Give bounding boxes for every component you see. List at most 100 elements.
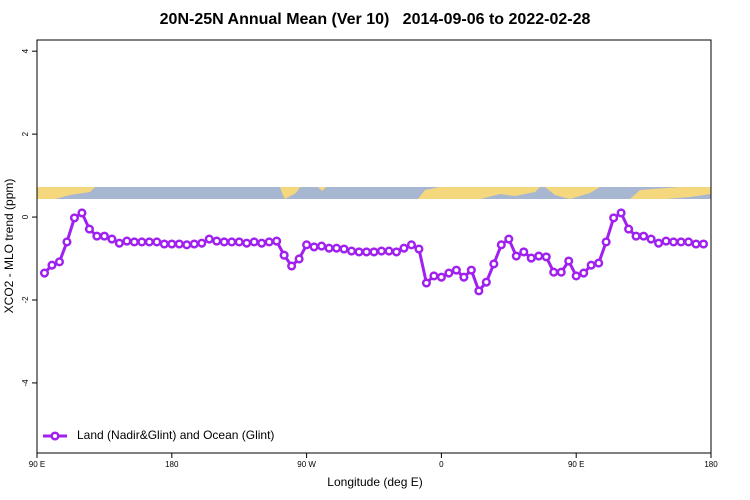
- point: [294, 254, 304, 264]
- point: [144, 237, 154, 247]
- point: [474, 286, 484, 296]
- point: [107, 234, 117, 244]
- point: [249, 237, 259, 247]
- point: [639, 231, 649, 241]
- point: [556, 267, 566, 277]
- point: [579, 268, 589, 278]
- point: [683, 237, 694, 247]
- x-tick-label: 90 E: [568, 460, 584, 469]
- point: [564, 256, 574, 266]
- point: [691, 239, 701, 249]
- point: [481, 277, 491, 287]
- x-axis-label: Longitude (deg E): [327, 475, 422, 489]
- point: [669, 237, 679, 247]
- point: [361, 247, 372, 257]
- point: [354, 247, 364, 257]
- point: [511, 251, 521, 261]
- point: [152, 237, 162, 247]
- point: [174, 239, 184, 249]
- point: [519, 247, 529, 257]
- point: [324, 243, 334, 253]
- y-tick-label: 0: [21, 214, 30, 219]
- point: [549, 267, 559, 277]
- point: [406, 240, 416, 250]
- x-tick-label: 0: [439, 460, 444, 469]
- point: [54, 257, 65, 267]
- point: [219, 237, 229, 247]
- point: [436, 272, 446, 282]
- point: [272, 236, 282, 246]
- point: [466, 265, 476, 275]
- legend-label: Land (Nadir&Glint) and Ocean (Glint): [77, 428, 274, 442]
- point: [137, 237, 147, 247]
- point: [204, 234, 214, 244]
- point: [399, 243, 409, 253]
- point: [62, 237, 72, 247]
- point: [189, 239, 199, 249]
- point: [47, 260, 57, 270]
- point: [571, 271, 581, 281]
- point: [159, 239, 169, 249]
- point: [414, 244, 424, 254]
- point: [631, 231, 641, 241]
- point: [346, 246, 357, 256]
- x-tick-label: 180: [704, 460, 718, 469]
- point: [429, 271, 439, 281]
- point: [182, 240, 192, 250]
- point: [122, 236, 132, 246]
- y-axis-label: XCO2 - MLO trend (ppm): [2, 179, 16, 314]
- point: [309, 242, 319, 252]
- point: [526, 253, 536, 263]
- point: [496, 240, 506, 250]
- point: [609, 213, 619, 223]
- point: [646, 234, 656, 244]
- x-tick-label: 180: [165, 460, 179, 469]
- point: [287, 261, 297, 271]
- point: [197, 238, 207, 248]
- point: [654, 238, 664, 248]
- point: [376, 246, 387, 256]
- point: [114, 238, 124, 248]
- point: [698, 239, 709, 249]
- point: [616, 208, 626, 218]
- y-tick-label: 4: [21, 48, 30, 53]
- point: [39, 268, 50, 278]
- point: [84, 224, 94, 234]
- point: [444, 268, 454, 278]
- point: [384, 246, 394, 256]
- y-tick-label: -4: [21, 379, 30, 387]
- point: [264, 237, 274, 247]
- point: [601, 237, 611, 247]
- point: [339, 244, 349, 254]
- point: [421, 278, 431, 288]
- point: [594, 258, 604, 268]
- point: [451, 265, 461, 275]
- chart-title: 20N-25N Annual Mean (Ver 10) 2014-09-06 …: [160, 11, 591, 28]
- point: [99, 231, 109, 241]
- point: [489, 259, 499, 269]
- point: [234, 237, 244, 247]
- x-tick-label: 90 E: [29, 460, 45, 469]
- x-tick-label: 90 W: [297, 460, 316, 469]
- point: [391, 247, 402, 257]
- point: [77, 208, 87, 218]
- point: [212, 236, 222, 246]
- point: [302, 240, 312, 250]
- point: [332, 243, 342, 253]
- point: [541, 252, 551, 262]
- point: [92, 231, 102, 241]
- point: [227, 237, 237, 247]
- point: [279, 250, 289, 260]
- plot-frame: [36, 39, 712, 454]
- point: [129, 237, 139, 247]
- point: [504, 234, 514, 244]
- point: [167, 239, 177, 249]
- point: [69, 213, 79, 223]
- point: [586, 260, 596, 270]
- point: [534, 251, 544, 261]
- point: [459, 272, 469, 282]
- point: [257, 238, 267, 248]
- point: [676, 237, 686, 247]
- point: [317, 241, 327, 251]
